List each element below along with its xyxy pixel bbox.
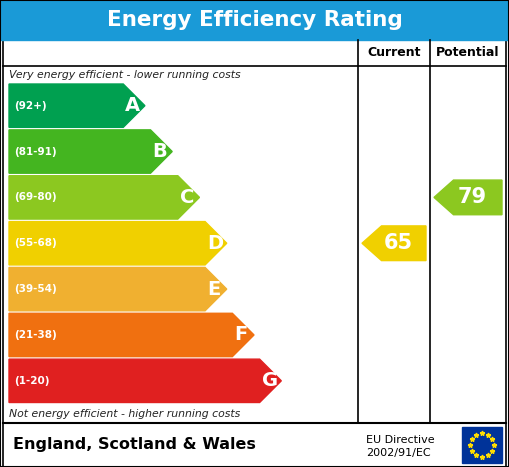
Text: (92+): (92+) (14, 101, 47, 111)
Text: (39-54): (39-54) (14, 284, 56, 294)
Bar (462, 427, 502, 463)
Polygon shape (9, 359, 281, 403)
Text: D: D (207, 234, 223, 253)
Text: (55-68): (55-68) (14, 238, 56, 248)
Text: C: C (180, 188, 194, 207)
Polygon shape (9, 221, 227, 265)
Polygon shape (9, 176, 200, 219)
Text: (69-80): (69-80) (14, 192, 56, 202)
Text: Very energy efficient - lower running costs: Very energy efficient - lower running co… (9, 70, 241, 80)
Bar (0, 0, 509, 40)
Text: (81-91): (81-91) (14, 147, 56, 156)
Bar (3, 423, 506, 467)
Text: Current: Current (367, 47, 421, 59)
Text: A: A (125, 96, 140, 115)
Polygon shape (9, 130, 172, 173)
Text: F: F (234, 325, 247, 345)
Text: 65: 65 (383, 233, 412, 253)
Polygon shape (434, 180, 502, 215)
Text: G: G (262, 371, 278, 390)
Text: Not energy efficient - higher running costs: Not energy efficient - higher running co… (9, 409, 240, 419)
Text: (21-38): (21-38) (14, 330, 56, 340)
Polygon shape (9, 313, 254, 357)
Polygon shape (362, 226, 426, 261)
Text: Potential: Potential (436, 47, 500, 59)
Text: B: B (153, 142, 167, 161)
Text: EU Directive: EU Directive (366, 435, 435, 445)
Polygon shape (9, 268, 227, 311)
Text: 79: 79 (458, 187, 487, 207)
Text: E: E (207, 280, 220, 298)
Text: England, Scotland & Wales: England, Scotland & Wales (13, 438, 256, 453)
Text: (1-20): (1-20) (14, 376, 49, 386)
Text: 2002/91/EC: 2002/91/EC (366, 448, 431, 458)
Polygon shape (9, 84, 145, 127)
Bar (3, 40, 506, 423)
Text: Energy Efficiency Rating: Energy Efficiency Rating (106, 10, 403, 30)
